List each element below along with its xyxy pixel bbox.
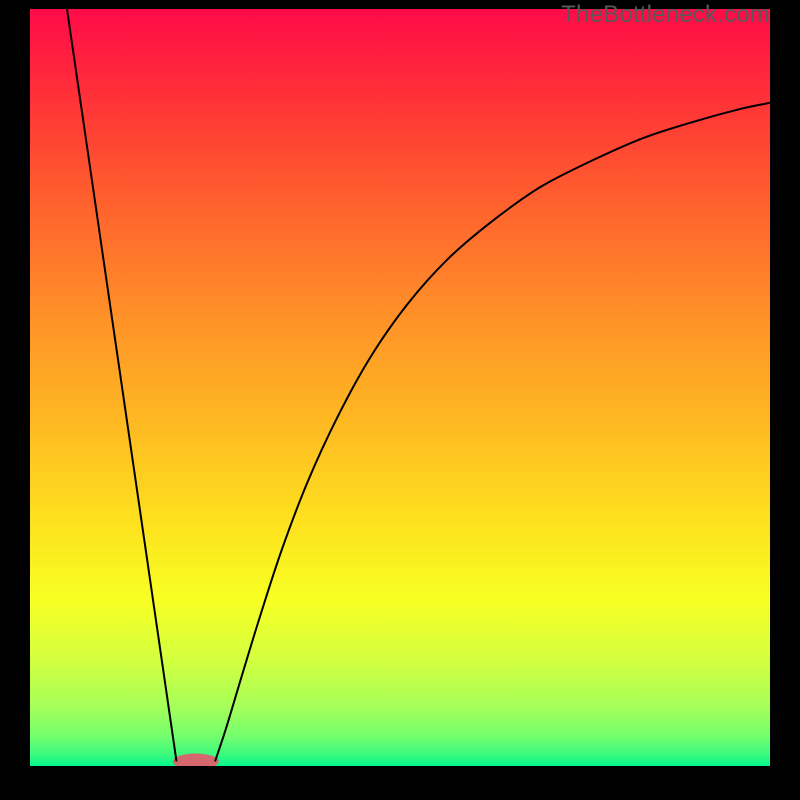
gradient-background <box>30 9 770 766</box>
plot-area <box>30 9 770 766</box>
plot-svg <box>30 9 770 766</box>
chart-container: TheBottleneck.com <box>0 0 800 800</box>
watermark-text: TheBottleneck.com <box>561 1 770 29</box>
